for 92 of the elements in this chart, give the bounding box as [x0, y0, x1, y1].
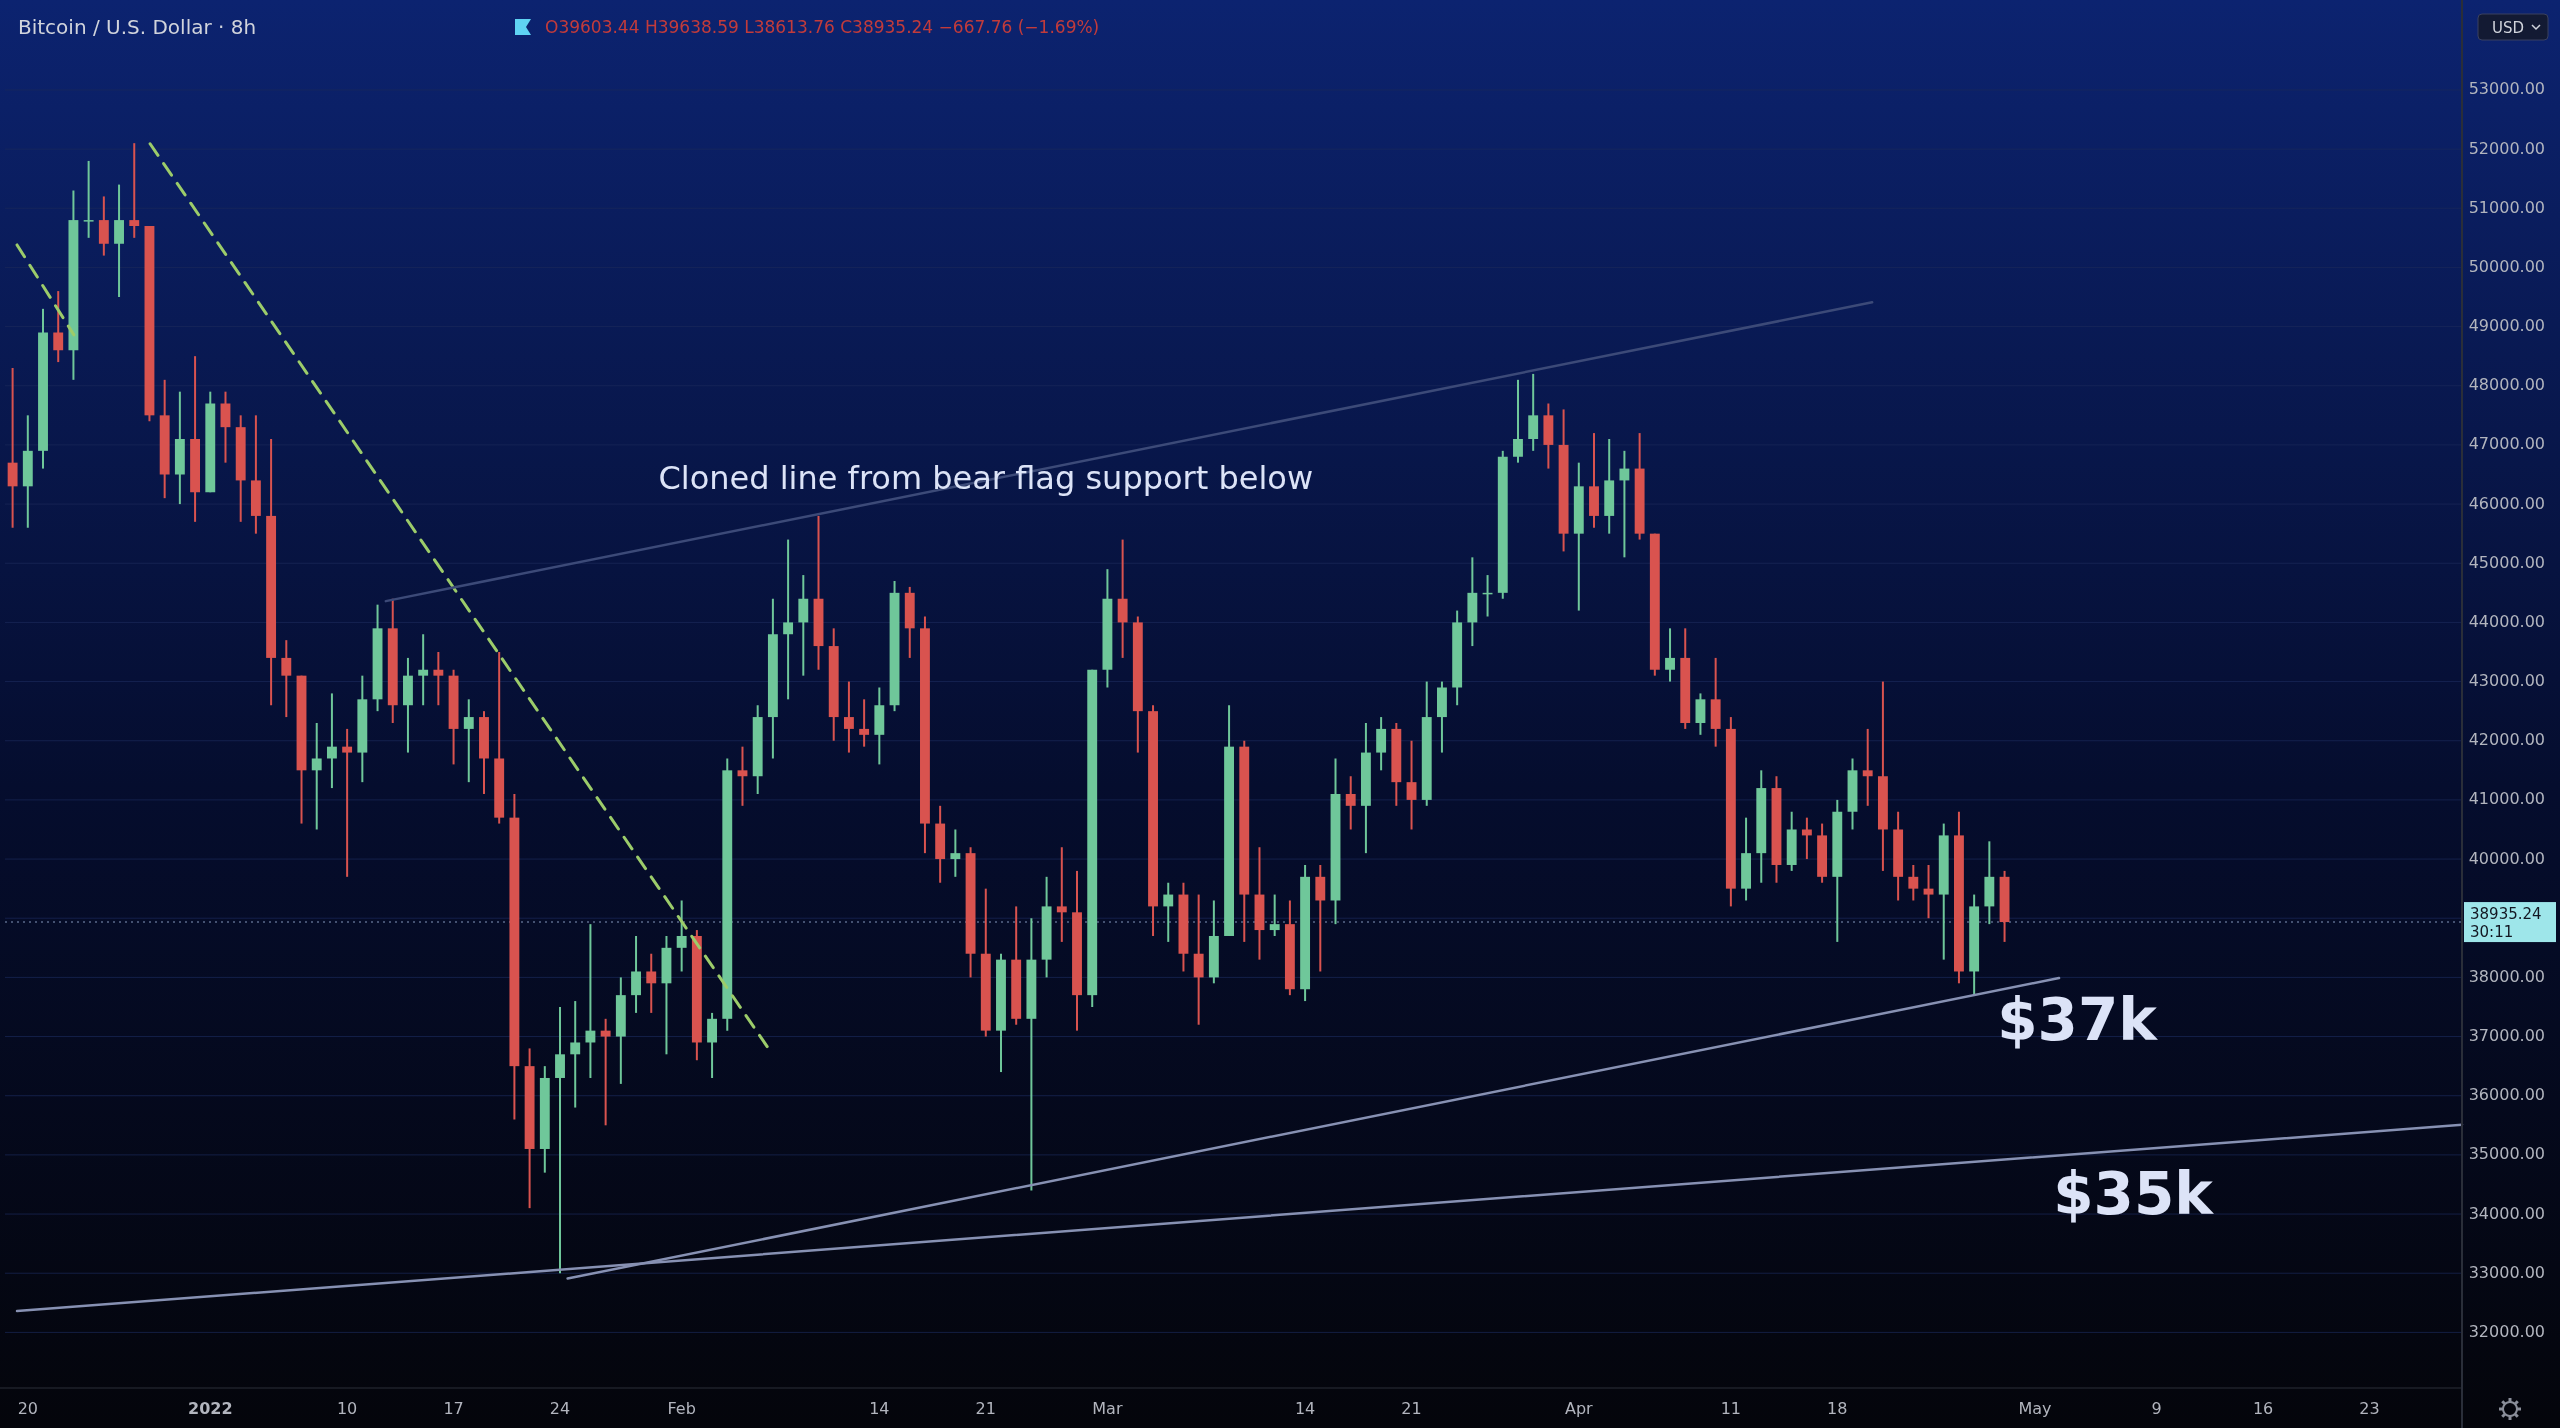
candlestick: [555, 1005, 565, 1275]
candlestick: [1315, 863, 1326, 973]
y-tick-label: 34000.00: [2468, 1203, 2545, 1223]
annotation: Cloned line from bear flag support below: [658, 459, 1314, 498]
x-tick-label: 23: [2359, 1398, 2380, 1418]
y-tick-label: 42000.00: [2468, 730, 2545, 750]
candlestick: [98, 195, 109, 257]
x-tick-label: 2022: [188, 1398, 233, 1418]
candlestick: [859, 698, 870, 748]
candlestick: [646, 952, 657, 1014]
text: Bitcoin / U.S. Dollar · 8h: [18, 14, 257, 39]
y-tick-label: 35000.00: [2468, 1144, 2545, 1164]
x-tick-label: 10: [336, 1398, 358, 1418]
candlestick: [83, 159, 94, 239]
x-tick-label: May: [2018, 1398, 2052, 1418]
candlestick: [433, 650, 444, 707]
candlestick: [676, 899, 687, 973]
y-tick-label: 37000.00: [2468, 1026, 2545, 1046]
x-tick-label: 18: [1827, 1398, 1848, 1418]
candlestick: [600, 1017, 611, 1127]
x-tick-label: 21: [975, 1398, 996, 1418]
candlestick: [418, 633, 429, 707]
y-tick-label: 49000.00: [2468, 316, 2545, 336]
y-tick-label: 46000.00: [2468, 493, 2545, 513]
x-tick-label: Mar: [1092, 1398, 1123, 1418]
y-tick-label: 47000.00: [2468, 434, 2545, 454]
candlestick: [1193, 893, 1204, 1026]
y-tick-label: 51000.00: [2468, 197, 2545, 217]
y-tick-label: 48000.00: [2468, 375, 2545, 395]
x-tick-label: 21: [1401, 1398, 1422, 1418]
y-tick-label: 50000.00: [2468, 256, 2545, 276]
candlestick: [1376, 716, 1387, 772]
y-tick-label: 45000.00: [2468, 552, 2545, 572]
candlestick: [1801, 816, 1812, 861]
candlestick: [311, 721, 322, 831]
candlestick: [281, 639, 292, 719]
candlestick: [1513, 378, 1523, 464]
candlestick: [1163, 881, 1174, 943]
x-tick-label: 24: [549, 1398, 571, 1418]
y-tick-label: 40000.00: [2468, 848, 2545, 868]
ref-line-label: 38935.24: [2470, 904, 2542, 923]
candlestick: [342, 727, 353, 878]
candlestick: [1406, 739, 1417, 831]
y-tick-label: 36000.00: [2468, 1085, 2545, 1105]
candlestick: [1923, 863, 1934, 920]
candlestick: [114, 183, 124, 299]
candlestick: [1908, 863, 1919, 902]
candlestick: [1345, 775, 1356, 831]
candlestick: [737, 745, 748, 807]
y-tick-label: 44000.00: [2468, 611, 2545, 631]
x-tick-label: 20: [17, 1398, 38, 1418]
candlestick: [1695, 692, 1706, 736]
candlestick: [1619, 449, 1630, 559]
candlestick: [798, 574, 809, 677]
candlestick: [129, 142, 140, 239]
y-tick-label: 33000.00: [2468, 1262, 2545, 1282]
x-tick-label: 16: [2252, 1398, 2274, 1418]
candlestick: [1665, 627, 1675, 683]
y-tick-label: 41000.00: [2468, 789, 2545, 809]
candlestick: [7, 367, 18, 529]
candlestick: [53, 290, 64, 364]
candlestick: [1056, 846, 1067, 943]
text: 30:11: [2470, 922, 2514, 941]
candlestick: [326, 692, 337, 790]
candlestick: [843, 680, 854, 754]
candlestick: [1117, 538, 1128, 659]
x-tick-label: 17: [443, 1398, 464, 1418]
y-tick-label: 53000.00: [2468, 79, 2545, 99]
candlestick: [950, 828, 961, 878]
x-tick-label: Feb: [667, 1398, 696, 1418]
candlestick: [1862, 727, 1873, 807]
x-tick-label: 14: [1294, 1398, 1316, 1418]
candlestick: [783, 538, 794, 701]
candlestick: [631, 934, 641, 1014]
annotation: $37k: [1997, 986, 2159, 1055]
x-tick-label: Apr: [1564, 1398, 1594, 1418]
y-tick-label: 52000.00: [2468, 138, 2545, 158]
x-tick-label: 11: [1720, 1398, 1742, 1418]
candlestick: [707, 1011, 718, 1079]
x-tick-label: 14: [869, 1398, 890, 1418]
candlestick: [463, 698, 474, 784]
candlestick: [1528, 372, 1539, 452]
candlestick: [1269, 893, 1280, 937]
x-tick-label: 9: [2151, 1398, 2162, 1418]
annotation: $35k: [2053, 1160, 2215, 1229]
y-tick-label: 38000.00: [2468, 966, 2545, 986]
text: O39603.44 H39638.59 L38613.76 C38935.24 −667.76 (−1.69%): [545, 17, 1100, 37]
y-tick-label: 43000.00: [2468, 671, 2545, 691]
text: USD: [2491, 18, 2525, 37]
candlestick: [585, 923, 596, 1079]
y-tick-label: 32000.00: [2468, 1321, 2545, 1341]
candlestick: [570, 1000, 581, 1109]
